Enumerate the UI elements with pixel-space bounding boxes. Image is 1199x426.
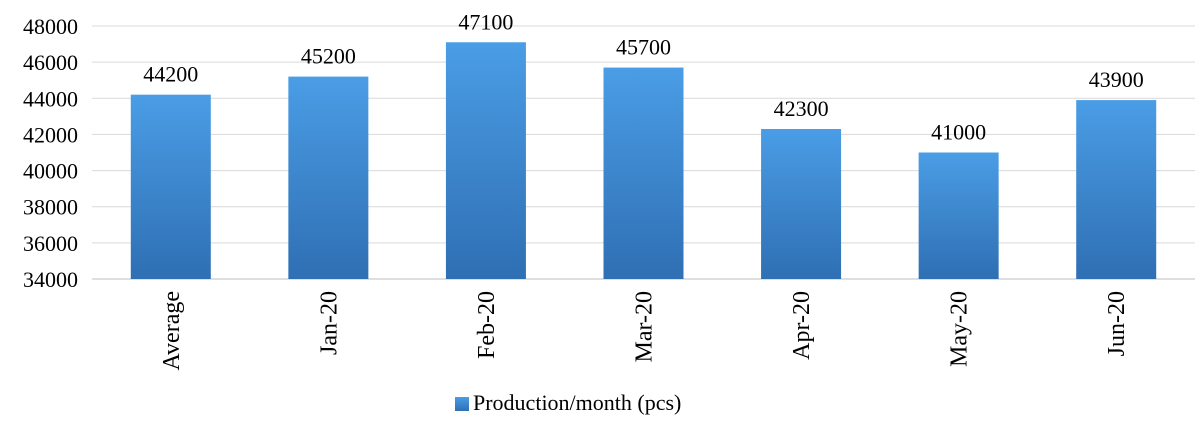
y-tick-label: 40000 [23,159,78,184]
data-label: 41000 [931,120,986,145]
y-tick-label: 38000 [23,195,78,220]
data-label: 44200 [143,62,198,87]
bars [130,42,1157,280]
bar [918,152,999,279]
y-tick-label: 44000 [23,86,78,111]
x-axis: Average Jan-20 Feb-20 Mar-20 Apr-20 May-20 Jun… [159,291,1130,371]
bar [130,94,211,280]
bar [445,42,526,280]
data-label: 45200 [301,44,356,69]
x-tick-label: May-20 [947,291,973,367]
data-label: 43900 [1089,67,1144,92]
y-tick-label: 36000 [23,231,78,256]
y-tick-label: 42000 [23,122,78,147]
x-tick-label: Mar-20 [632,291,658,363]
legend: Production/month (pcs) [455,390,681,415]
bar [288,76,369,279]
y-axis: 34000 36000 38000 40000 42000 44000 46000 48000 [23,14,78,292]
bar [761,129,842,279]
x-tick-label: Feb-20 [474,291,500,359]
data-labels: 44200 45200 47100 45700 42300 41000 43900 [143,9,1143,144]
x-tick-label: Apr-20 [789,291,815,360]
data-label: 47100 [458,9,513,34]
y-tick-label: 46000 [23,50,78,75]
legend-swatch [455,397,469,411]
x-tick-label: Jan-20 [316,291,342,355]
x-tick-label: Jun-20 [1104,291,1130,356]
y-tick-label: 48000 [23,14,78,39]
y-tick-label: 34000 [23,267,78,292]
data-label: 45700 [616,35,671,60]
data-label: 42300 [774,96,829,121]
legend-label: Production/month (pcs) [473,390,681,415]
x-tick-label: Average [159,291,185,371]
bar [603,67,684,279]
bar [1076,100,1157,279]
